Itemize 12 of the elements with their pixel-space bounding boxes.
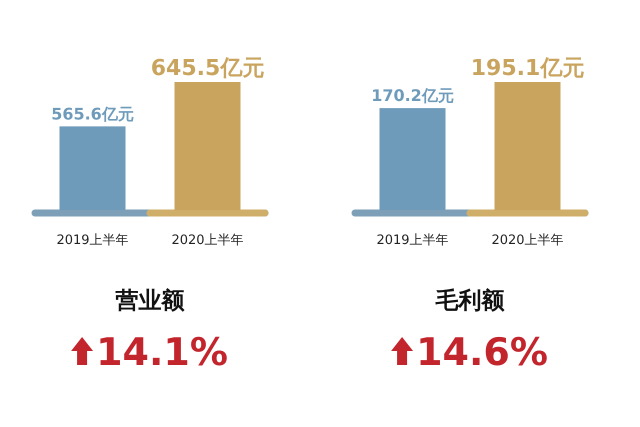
data-label: 170.2亿元 xyxy=(371,86,454,106)
text: 营业额 xyxy=(114,288,186,314)
x-tick-label: 2019上半年 xyxy=(376,233,449,248)
x-tick-label: 2020上半年 xyxy=(171,233,244,248)
x-tick-label: 2019上半年 xyxy=(56,233,129,248)
data-label: 195.1亿元 xyxy=(470,56,584,81)
text: 14.1% xyxy=(96,330,228,374)
data-label: 565.6亿元 xyxy=(51,104,134,124)
data-label: 645.5亿元 xyxy=(150,56,264,81)
text: 毛利额 xyxy=(434,288,506,314)
x-tick-label: 2020上半年 xyxy=(491,233,564,248)
text: 14.6% xyxy=(416,330,548,374)
